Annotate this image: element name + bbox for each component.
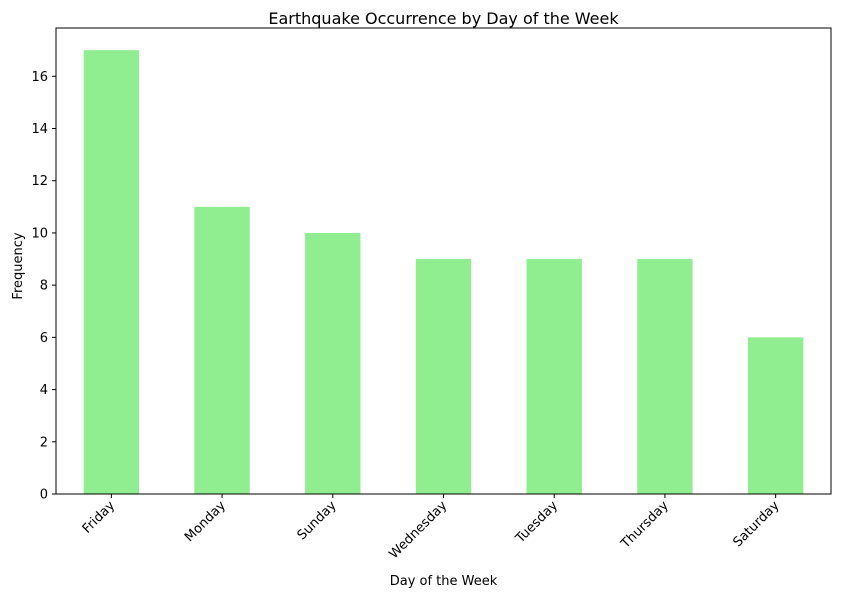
bars-group [83,50,804,494]
x-tick-label: Wednesday [387,498,451,562]
x-tick-label: Monday [182,498,229,545]
y-axis-ticks: 0 2 4 6 8 10 12 14 16 [31,70,56,503]
bar-wednesday [415,259,472,494]
y-tick-label: 4 [40,383,48,398]
bar-friday [83,50,140,494]
bar-tuesday [526,259,582,494]
bar-thursday [637,259,693,494]
bar-sunday [305,232,361,494]
y-tick-label: 2 [40,435,48,450]
y-tick-label: 10 [31,226,48,241]
x-tick-label: Saturday [730,498,782,550]
x-tick-label: Friday [80,498,119,537]
x-tick-label: Tuesday [512,498,561,547]
x-axis-label: Day of the Week [390,574,498,589]
y-tick-label: 0 [40,488,48,503]
x-axis-ticks: Friday Monday Sunday Wednesday Tuesday Thursd… [80,494,783,562]
plot-frame [55,27,832,495]
bar-saturday [747,337,804,494]
x-tick-label: Thursday [618,498,672,552]
x-tick-label: Sunday [295,498,340,543]
y-tick-label: 12 [31,174,48,189]
y-tick-label: 14 [31,122,48,137]
chart-title: Earthquake Occurrence by Day of the Week [268,9,619,28]
y-axis-label: Frequency [11,232,26,299]
y-tick-label: 8 [40,279,48,294]
y-tick-label: 16 [31,70,48,85]
bar-monday [194,206,250,494]
y-tick-label: 6 [40,331,48,346]
